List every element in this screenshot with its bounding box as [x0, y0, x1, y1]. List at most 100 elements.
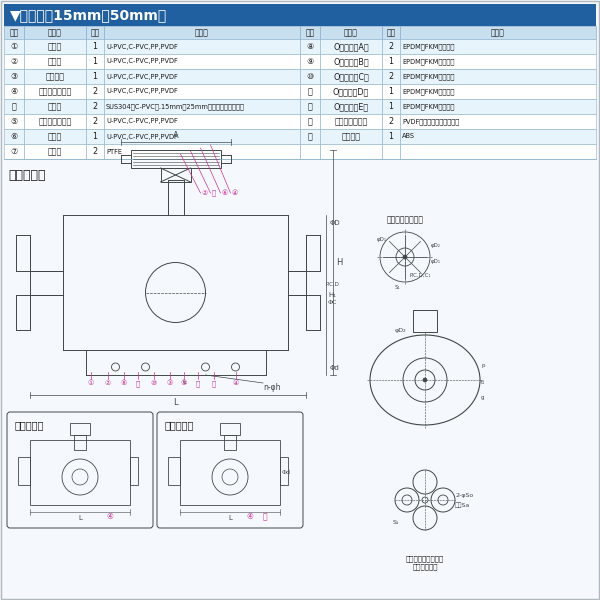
Text: ⑤: ⑤ [10, 117, 17, 126]
Text: Oリング（E）: Oリング（E） [334, 102, 368, 111]
Text: U-PVC,C-PVC,PP,PVDF: U-PVC,C-PVC,PP,PVDF [106, 88, 178, 94]
Text: ⑨: ⑨ [307, 57, 314, 66]
Text: n-φh: n-φh [263, 383, 281, 392]
Text: ④: ④ [10, 87, 17, 96]
Bar [300, 54, 320, 69]
Text: 1: 1 [92, 57, 97, 66]
Text: EPDM、FKM、その他: EPDM、FKM、その他 [402, 103, 454, 110]
Bar [382, 84, 400, 99]
Bar [86, 26, 104, 39]
Text: ②: ② [104, 380, 110, 386]
Bar [24, 114, 86, 129]
Text: （ステム詳細図）: （ステム詳細図） [386, 215, 424, 224]
Text: EPDM、FKM、その他: EPDM、FKM、その他 [402, 73, 454, 80]
Bar [400, 144, 596, 159]
Text: ⑬: ⑬ [212, 190, 216, 196]
Text: 1: 1 [389, 132, 394, 141]
Text: t₁: t₁ [183, 380, 188, 385]
Bar [86, 114, 104, 129]
Bar [24, 26, 86, 39]
Bar [382, 69, 400, 84]
Bar [104, 69, 300, 84]
Text: フランジ形: フランジ形 [8, 169, 46, 182]
Bar [86, 69, 104, 84]
Bar [24, 84, 86, 99]
Bar [86, 144, 104, 159]
Bar [220, 423, 240, 435]
Circle shape [423, 378, 427, 382]
Bar [24, 39, 86, 54]
Bar [413, 310, 437, 332]
Bar [400, 84, 596, 99]
Bar [320, 69, 382, 84]
Text: ④: ④ [232, 190, 238, 196]
Text: ⑫: ⑫ [308, 102, 313, 111]
Bar [300, 39, 320, 54]
Text: S₁: S₁ [395, 285, 401, 290]
Text: 2: 2 [388, 42, 394, 51]
Bar [131, 150, 221, 168]
Bar [382, 39, 400, 54]
Text: ストップリング: ストップリング [334, 117, 368, 126]
Bar [400, 69, 596, 84]
Text: 個数: 個数 [91, 28, 100, 37]
Text: ΦD: ΦD [330, 220, 341, 226]
Text: ステム: ステム [48, 132, 62, 141]
Text: EPDM、FKM、その他: EPDM、FKM、その他 [402, 43, 454, 50]
Text: PVDF（フランジ形に使用）: PVDF（フランジ形に使用） [402, 118, 459, 125]
Bar [24, 99, 86, 114]
Text: Φd: Φd [282, 469, 291, 475]
Text: H: H [336, 258, 343, 267]
Text: 深さSa: 深さSa [455, 502, 470, 508]
Text: L: L [228, 515, 232, 521]
Text: 2: 2 [92, 147, 98, 156]
Text: ⑬: ⑬ [308, 117, 313, 126]
Bar [104, 129, 300, 144]
Text: ねじ込み形: ねじ込み形 [165, 420, 194, 430]
Text: 2: 2 [92, 117, 98, 126]
Text: ボディ: ボディ [48, 42, 62, 51]
Text: ⑤: ⑤ [181, 380, 187, 386]
Text: EPDM、FKM、その他: EPDM、FKM、その他 [402, 88, 454, 95]
Bar [400, 114, 596, 129]
Text: キャップナット: キャップナット [38, 117, 71, 126]
Text: ⑫: ⑫ [196, 380, 200, 386]
Text: 部番: 部番 [305, 28, 314, 37]
Bar [104, 114, 300, 129]
Text: ③: ③ [166, 380, 173, 386]
Bar [86, 99, 104, 114]
Text: EPDM、FKM、その他: EPDM、FKM、その他 [402, 58, 454, 65]
Text: 材　質: 材 質 [491, 28, 505, 37]
Bar [74, 435, 86, 450]
Text: Oリング（B）: Oリング（B） [333, 57, 369, 66]
Bar [300, 84, 320, 99]
Bar [130, 457, 138, 485]
Text: ⑭: ⑭ [263, 512, 268, 521]
Text: 2: 2 [92, 102, 98, 111]
Bar [24, 69, 86, 84]
Text: 名　称: 名 称 [344, 28, 358, 37]
Text: ユニオン: ユニオン [46, 72, 65, 81]
Text: A: A [173, 131, 178, 140]
Bar [320, 99, 382, 114]
Bar [320, 129, 382, 144]
Bar [161, 168, 191, 182]
Text: ⑥: ⑥ [10, 132, 17, 141]
Text: ボディキャップ: ボディキャップ [38, 87, 71, 96]
Text: 1: 1 [92, 72, 97, 81]
Text: 1: 1 [92, 42, 97, 51]
Text: 1: 1 [389, 102, 394, 111]
Text: t₁: t₁ [481, 379, 485, 385]
Text: L: L [78, 515, 82, 521]
Bar [24, 129, 86, 144]
Text: U-PVC,C-PVC,PP,PVDF: U-PVC,C-PVC,PP,PVDF [106, 133, 178, 139]
Text: 2: 2 [388, 72, 394, 81]
Text: リング: リング [48, 102, 62, 111]
Text: U-PVC,C-PVC,PP,PVDF: U-PVC,C-PVC,PP,PVDF [106, 73, 178, 79]
Bar [4, 84, 24, 99]
Bar [180, 440, 280, 505]
Text: ⑥: ⑥ [221, 190, 228, 196]
Text: U-PVC,C-PVC,PP,PVDF: U-PVC,C-PVC,PP,PVDF [106, 118, 178, 124]
Text: 名　称: 名 称 [48, 28, 62, 37]
Bar [4, 54, 24, 69]
